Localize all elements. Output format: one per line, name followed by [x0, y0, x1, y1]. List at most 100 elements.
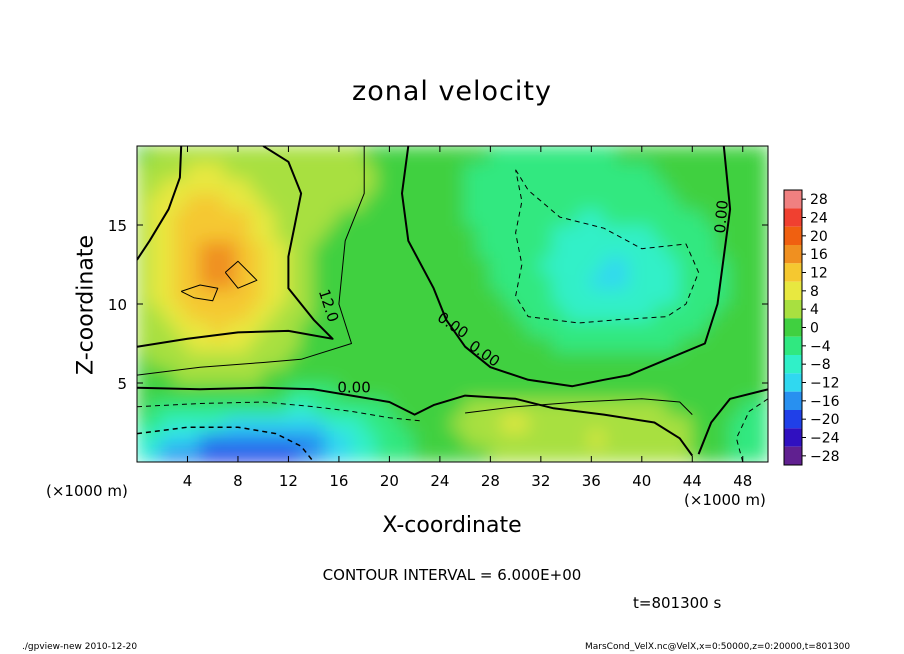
field-cell: [501, 224, 517, 242]
field-cell: [615, 146, 631, 163]
field-cell: [262, 287, 277, 305]
field-cell: [678, 303, 694, 321]
field-cell: [552, 366, 568, 384]
field-cell: [539, 382, 555, 400]
field-cell: [401, 224, 416, 242]
field-cell: [211, 318, 227, 337]
field-cell: [691, 318, 706, 337]
field-cell: [401, 146, 416, 163]
field-cell: [300, 160, 315, 179]
field-cell: [678, 397, 694, 416]
field-cell: [666, 271, 681, 290]
field-cell: [262, 146, 277, 163]
field-cell: [590, 176, 605, 195]
field-cell: [539, 413, 555, 432]
field-cell: [615, 303, 631, 321]
x-axis-label: X-coordinate: [382, 513, 522, 538]
contour-0-right-low: [697, 388, 768, 455]
field-cell: [426, 146, 441, 163]
field-cell: [729, 303, 744, 321]
field-cell: [363, 334, 378, 353]
field-cell: [224, 176, 239, 195]
x-tick-label: 4: [183, 472, 193, 490]
field-cell: [161, 350, 176, 369]
field-cell: [602, 287, 618, 305]
field-cell: [514, 287, 530, 305]
field-cell: [426, 176, 441, 195]
field-cell: [211, 350, 227, 369]
field-cell: [236, 397, 252, 416]
field-cell: [539, 224, 555, 242]
field-cell: [640, 192, 656, 211]
field-cell: [514, 255, 530, 274]
field-cell: [388, 429, 404, 448]
field-cell: [413, 146, 429, 163]
field-cell: [186, 146, 202, 163]
field-cell: [640, 208, 656, 226]
field-cell: [539, 334, 555, 353]
field-cell: [300, 334, 315, 353]
field-cell: [640, 350, 656, 369]
field-cell: [161, 176, 176, 195]
field-cell: [703, 239, 719, 258]
field-cell: [161, 413, 176, 432]
field-cell: [137, 397, 151, 416]
field-cell: [300, 382, 315, 400]
x-unit-label-right: (×1000 m): [684, 491, 766, 509]
field-cell: [703, 208, 719, 226]
colorbar-swatch: [784, 281, 802, 300]
field-cell: [451, 192, 467, 211]
field-cell: [514, 318, 530, 337]
field-cell: [199, 224, 214, 242]
field-cell: [274, 318, 290, 337]
field-cell: [741, 350, 757, 369]
field-cell: [741, 334, 757, 353]
field-cell: [565, 224, 580, 242]
field-cell: [211, 208, 227, 226]
field-cell: [729, 334, 744, 353]
field-cell: [615, 318, 631, 337]
field-cell: [615, 271, 631, 290]
field-cell: [199, 334, 214, 353]
field-cell: [716, 350, 732, 369]
field-cell: [741, 224, 757, 242]
field-cell: [249, 334, 265, 353]
field-cell: [413, 334, 429, 353]
field-cell: [741, 176, 757, 195]
field-cell: [552, 160, 568, 179]
field-cell: [464, 176, 479, 195]
field-cell: [640, 397, 656, 416]
field-cell: [653, 413, 669, 432]
field-cell: [476, 397, 492, 416]
field-cell: [388, 413, 404, 432]
field-cell: [577, 176, 593, 195]
field-cell: [148, 382, 164, 400]
field-cell: [552, 413, 568, 432]
field-cell: [640, 239, 656, 258]
field-cell: [249, 445, 265, 462]
field-cell: [666, 160, 681, 179]
field-cell: [628, 318, 643, 337]
field-cell: [678, 318, 694, 337]
field-cell: [666, 397, 681, 416]
field-cell: [375, 366, 391, 384]
field-cell: [653, 176, 669, 195]
field-cell: [312, 397, 328, 416]
field-cell: [653, 239, 669, 258]
field-cell: [236, 224, 252, 242]
field-cell: [653, 382, 669, 400]
field-cell: [388, 271, 404, 290]
field-cell: [274, 413, 290, 432]
field-cell: [325, 287, 340, 305]
field-cell: [476, 146, 492, 163]
field-cell: [691, 208, 706, 226]
x-tick-label: 20: [380, 472, 399, 490]
field-cell: [350, 318, 366, 337]
field-cell: [337, 366, 353, 384]
field-cell: [350, 271, 366, 290]
field-cell: [363, 350, 378, 369]
field-cell: [148, 255, 164, 274]
field-cell: [312, 160, 328, 179]
field-cell: [539, 255, 555, 274]
field-cell: [388, 160, 404, 179]
